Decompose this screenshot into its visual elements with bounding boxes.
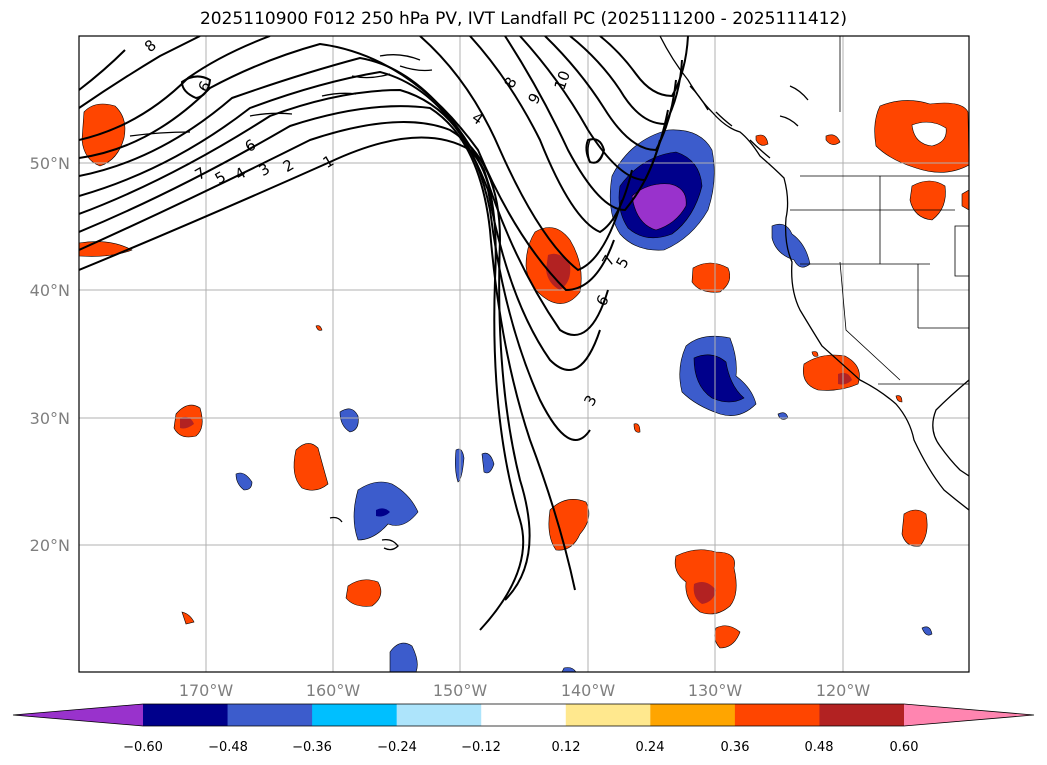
map-plot-area: 8 6 7 5 4 3 2 1 6 4 8 9 10 7 5 6 3 bbox=[79, 36, 969, 672]
colorbar-tick-label: 0.60 bbox=[890, 740, 919, 755]
lon-label: 120°W bbox=[816, 681, 871, 700]
colorbar-tick-label: 0.48 bbox=[805, 740, 834, 755]
colorbar-segment bbox=[734, 704, 820, 726]
lon-label: 140°W bbox=[561, 681, 616, 700]
lon-label: 170°W bbox=[179, 681, 234, 700]
colorbar-segment bbox=[819, 704, 905, 726]
colorbar-outline bbox=[12, 703, 1035, 727]
colorbar-segment bbox=[227, 704, 313, 726]
colorbar-extend-max bbox=[904, 704, 1034, 726]
map-frame bbox=[78, 35, 970, 673]
colorbar-tick-label: −0.12 bbox=[461, 740, 501, 755]
lon-label: 150°W bbox=[433, 681, 488, 700]
lon-label: 160°W bbox=[306, 681, 361, 700]
longitude-labels: 170°W 160°W 150°W 140°W 130°W 120°W bbox=[179, 681, 871, 700]
lat-label: 40°N bbox=[30, 281, 70, 300]
lat-label: 20°N bbox=[30, 536, 70, 555]
pv-contours bbox=[79, 36, 689, 631]
negative-anomaly-fills bbox=[235, 129, 933, 672]
colorbar bbox=[12, 703, 1035, 727]
lat-label: 50°N bbox=[30, 154, 70, 173]
colorbar-tick-label: 0.12 bbox=[552, 740, 581, 755]
colorbar-extend-min bbox=[13, 704, 143, 726]
contour-label: 10 bbox=[551, 68, 574, 92]
lon-label: 130°W bbox=[688, 681, 743, 700]
colorbar-segment bbox=[565, 704, 651, 726]
positive-anomaly-fills bbox=[79, 100, 969, 649]
state-borders bbox=[790, 36, 969, 385]
colorbar-segment bbox=[312, 704, 398, 726]
colorbar-segment bbox=[143, 704, 229, 726]
colorbar-tick-label: −0.36 bbox=[292, 740, 332, 755]
colorbar-tick-label: 0.24 bbox=[636, 740, 665, 755]
latitude-labels: 50°N 40°N 30°N 20°N bbox=[30, 154, 70, 555]
colorbar-segment bbox=[650, 704, 736, 726]
colorbar-tick-label: −0.60 bbox=[123, 740, 163, 755]
colorbar-segment bbox=[396, 704, 482, 726]
colorbar-tick-label: −0.48 bbox=[208, 740, 248, 755]
lat-label: 30°N bbox=[30, 409, 70, 428]
colorbar-tick-label: −0.24 bbox=[377, 740, 417, 755]
chart-title: 2025110900 F012 250 hPa PV, IVT Landfall… bbox=[199, 9, 847, 29]
colorbar-tick-label: 0.36 bbox=[721, 740, 750, 755]
colorbar-segment bbox=[481, 704, 567, 726]
colorbar-tick-labels: −0.60 −0.48 −0.36 −0.24 −0.12 0.12 0.24 … bbox=[123, 740, 918, 755]
